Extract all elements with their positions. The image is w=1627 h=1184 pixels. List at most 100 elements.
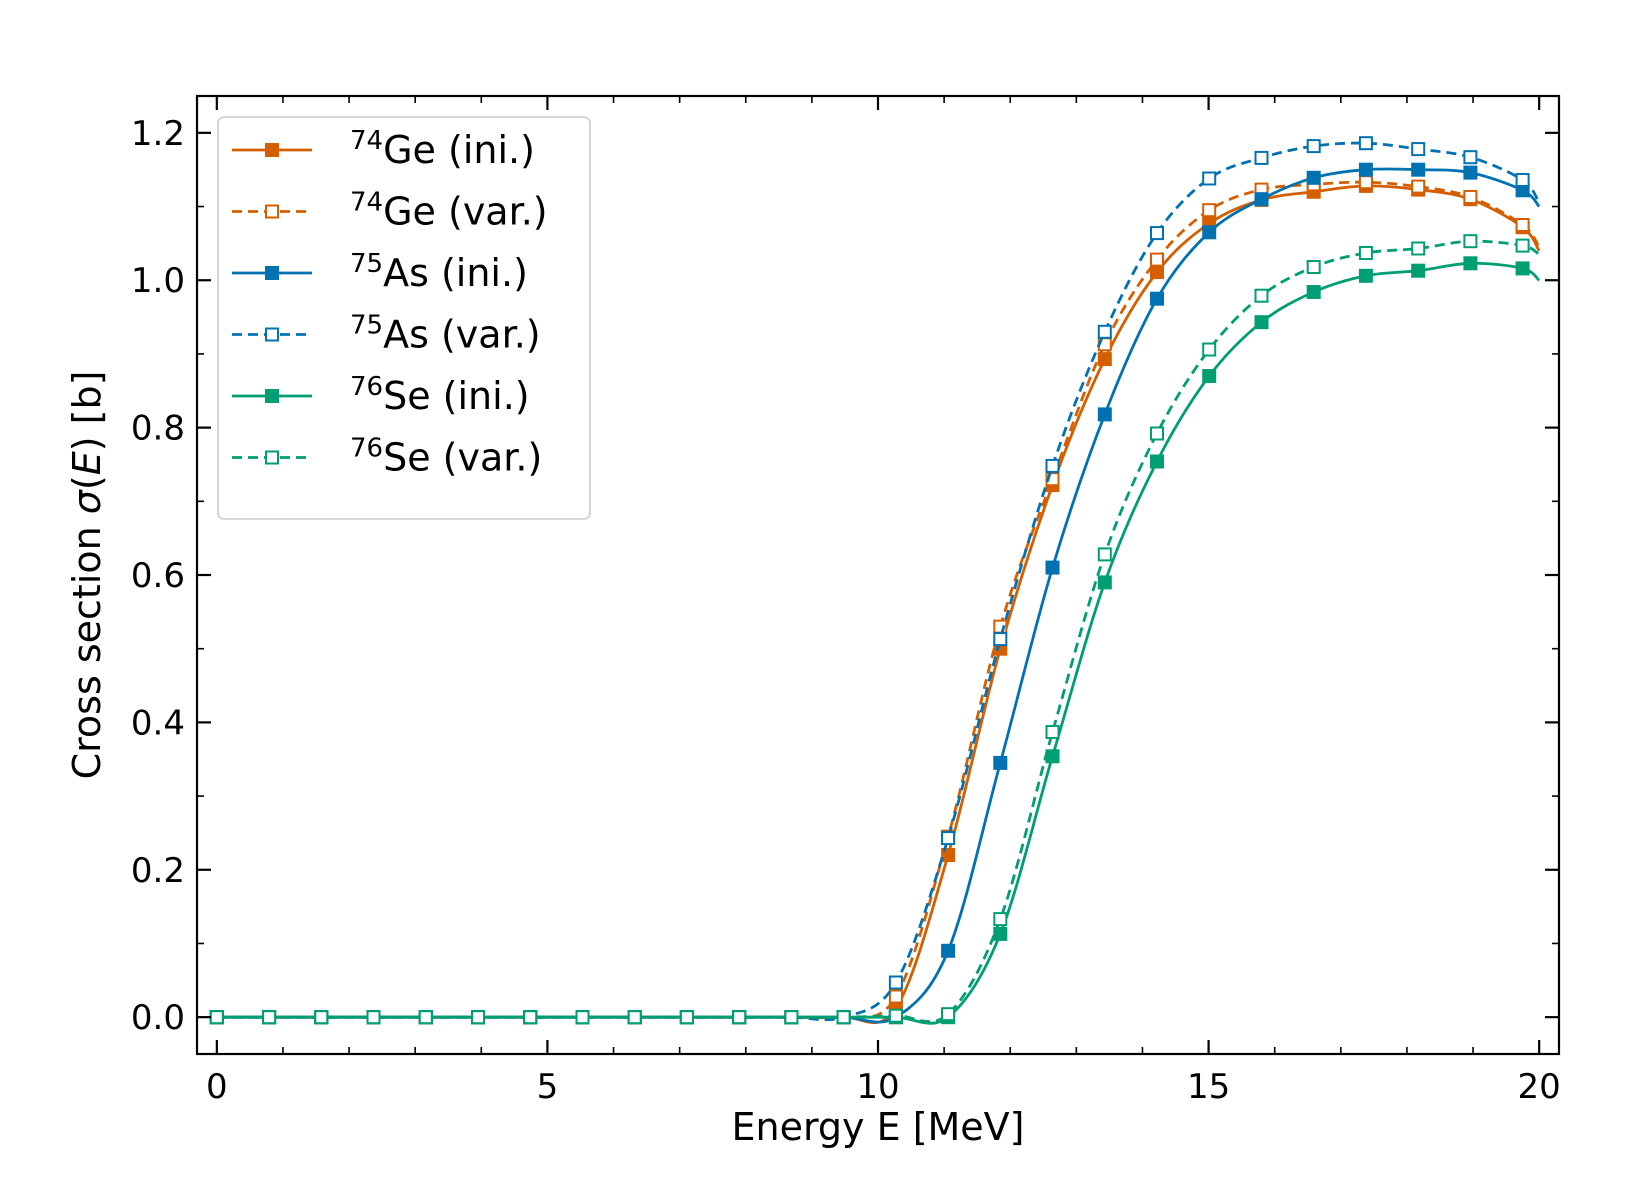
data-point [1097,547,1112,562]
data-point [418,1010,433,1025]
x-tick-label: 15 [1187,1067,1230,1107]
data-point [993,926,1008,941]
data-point [1306,285,1321,299]
data-point [941,943,956,958]
y-axis-label: Cross section σ(E) [b] [65,371,109,780]
data-point [262,1010,277,1025]
data-point [888,975,903,990]
data-point [888,989,903,1004]
data-point [993,912,1008,927]
legend-entry: 76Se (ini.) [232,372,530,418]
data-point [1515,173,1530,187]
data-point [1358,162,1373,177]
legend-label: 75As (var.) [350,311,541,357]
data-point [1306,139,1321,154]
legend-marker [265,143,279,157]
data-point [1515,218,1530,232]
data-point [888,1008,903,1023]
data-point [1097,352,1112,367]
data-point [1254,315,1269,330]
y-tick-label: 0.2 [131,851,185,891]
y-tick-labels: 0.0 0.2 0.4 0.6 0.8 1.0 1.2 [131,114,185,1038]
data-point [1254,288,1269,303]
data-point [1202,203,1217,218]
data-point [1150,291,1164,306]
data-point [1045,458,1060,473]
data-point [523,1010,538,1025]
data-point [366,1010,381,1025]
data-point [1463,150,1478,165]
data-point [209,1010,224,1025]
data-point [732,1010,747,1025]
data-point [1150,265,1164,280]
data-point [1150,454,1164,469]
data-point [679,1010,694,1025]
legend-entry: 75As (var.) [232,311,541,357]
data-point [1515,238,1530,253]
legend-label: 76Se (ini.) [350,372,530,418]
y-tick-label: 0.6 [131,556,185,596]
legend: 74Ge (ini.) 74Ge (var.) 75As (ini.) 75As (v… [217,116,591,520]
data-point [1202,369,1217,383]
data-point [941,831,956,846]
x-tick-label: 20 [1518,1067,1561,1107]
data-point [1411,241,1426,256]
plot-area [209,136,1541,1025]
y-tick-label: 1.0 [131,261,185,301]
y-tick-label: 0.0 [131,998,185,1038]
legend-label: 74Ge (var.) [350,188,548,234]
data-point [1358,268,1373,283]
legend-label: 74Ge (ini.) [350,126,535,172]
data-point [1254,150,1269,165]
data-point [1358,246,1373,260]
y-tick-label: 0.8 [131,409,185,449]
data-point [1411,263,1426,278]
legend-marker [265,327,279,342]
data-point [784,1010,799,1025]
data-point [1097,324,1112,339]
data-point [1463,256,1478,271]
data-point [471,1010,485,1025]
data-point [1463,165,1478,180]
data-point [1358,136,1373,151]
ticks [197,96,1559,1054]
data-point [1097,407,1112,422]
legend-marker [265,204,279,219]
x-tick-labels: 0 5 10 15 20 [206,1067,1561,1107]
series-line [216,239,1540,1024]
legend-marker [265,266,279,280]
data-point [314,1010,329,1025]
data-point [1463,190,1478,204]
y-tick-label: 1.2 [131,114,185,154]
x-tick-label: 0 [206,1067,228,1107]
legend-marker [265,389,279,403]
data-point [1411,179,1426,194]
y-tick-label: 0.4 [131,703,185,743]
x-tick-label: 10 [856,1067,899,1107]
data-point [1045,560,1060,575]
series-76-se-var- [209,234,1540,1025]
legend-box [217,116,591,520]
data-point [1202,171,1217,186]
data-point [1411,162,1426,177]
legend-entry: 74Ge (var.) [232,188,548,234]
data-point [575,1010,590,1025]
x-axis-label: Energy E [MeV] [731,1105,1024,1149]
data-point [1358,175,1373,190]
data-point [993,755,1008,770]
data-point [627,1010,642,1025]
data-point [1254,192,1269,207]
data-point [1306,170,1321,185]
legend-entry: 75As (ini.) [232,249,528,295]
data-point [1411,142,1426,157]
data-point [941,1007,956,1022]
data-point [1463,234,1478,249]
data-point [1150,252,1164,267]
data-point [993,632,1008,647]
legend-marker [265,450,279,465]
data-point [1097,575,1112,590]
data-point [1150,226,1164,241]
data-point [1306,260,1321,274]
data-point [1150,426,1164,441]
